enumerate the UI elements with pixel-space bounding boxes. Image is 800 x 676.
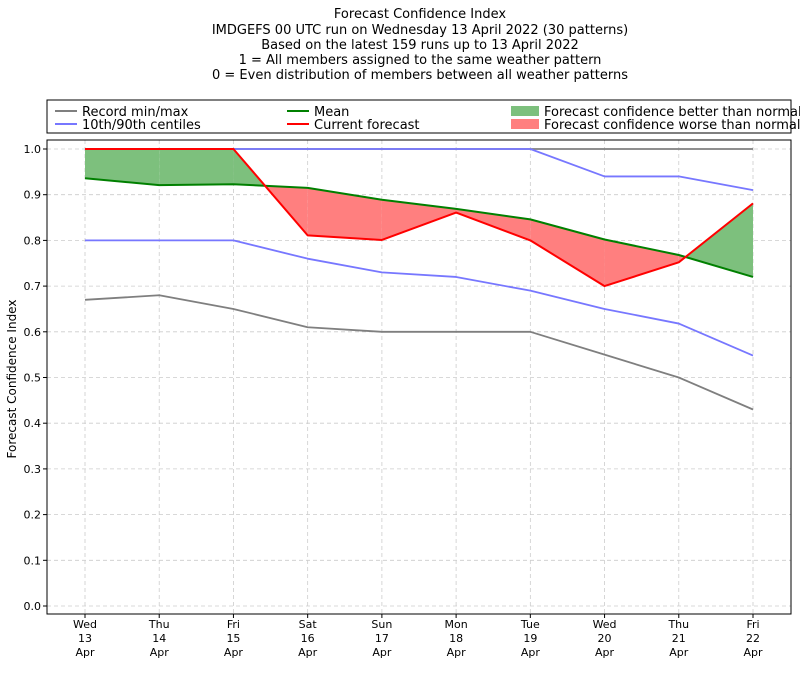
confidence-fills bbox=[85, 149, 753, 287]
x-axis: Wed13AprThu14AprFri15AprSat16AprSun17Apr… bbox=[73, 614, 763, 659]
x-tick-label: 15 bbox=[226, 632, 240, 645]
fill-better-than-normal bbox=[85, 149, 160, 186]
fill-worse-than-normal bbox=[381, 199, 457, 240]
legend-label: 10th/90th centiles bbox=[82, 118, 201, 133]
chart-title: Forecast Confidence Index IMDGEFS 00 UTC… bbox=[212, 7, 628, 83]
legend-label: Forecast confidence better than normal bbox=[544, 105, 800, 120]
x-tick-label: Thu bbox=[148, 618, 170, 631]
legend-label: Record min/max bbox=[82, 105, 189, 120]
x-tick-label: 13 bbox=[78, 632, 92, 645]
y-tick-label: 0.8 bbox=[24, 234, 42, 247]
x-tick-label: 16 bbox=[301, 632, 315, 645]
y-tick-label: 0.0 bbox=[24, 600, 42, 613]
y-axis-label: Forecast Confidence Index bbox=[5, 300, 19, 459]
legend-swatch-patch bbox=[511, 106, 539, 116]
x-tick-label: Apr bbox=[743, 646, 763, 659]
title-line-2: IMDGEFS 00 UTC run on Wednesday 13 April… bbox=[212, 23, 628, 38]
x-tick-label: Fri bbox=[227, 618, 240, 631]
x-tick-label: 21 bbox=[672, 632, 686, 645]
fill-worse-than-normal bbox=[307, 187, 382, 240]
x-tick-label: Sun bbox=[371, 618, 392, 631]
x-tick-label: 20 bbox=[598, 632, 612, 645]
x-tick-label: Apr bbox=[150, 646, 170, 659]
y-tick-label: 0.6 bbox=[24, 326, 42, 339]
x-tick-label: Apr bbox=[595, 646, 615, 659]
fill-worse-than-normal bbox=[530, 219, 605, 287]
x-tick-label: Apr bbox=[669, 646, 689, 659]
y-tick-label: 0.1 bbox=[24, 554, 42, 567]
y-tick-label: 0.4 bbox=[24, 417, 42, 430]
y-tick-label: 0.2 bbox=[24, 509, 42, 522]
x-tick-label: Wed bbox=[73, 618, 97, 631]
legend-label: Forecast confidence worse than normal bbox=[544, 118, 800, 133]
title-line-4: 1 = All members assigned to the same wea… bbox=[239, 53, 602, 68]
x-tick-label: Wed bbox=[593, 618, 617, 631]
legend-label: Mean bbox=[314, 105, 349, 120]
x-tick-label: 14 bbox=[152, 632, 166, 645]
x-tick-label: Apr bbox=[75, 646, 95, 659]
x-tick-label: Apr bbox=[224, 646, 244, 659]
x-tick-label: Sat bbox=[299, 618, 318, 631]
series-line-record-min bbox=[84, 294, 754, 411]
y-tick-label: 0.9 bbox=[24, 189, 42, 202]
legend-swatch-patch bbox=[511, 119, 539, 129]
legend-frame bbox=[46, 99, 792, 134]
series-lines bbox=[84, 148, 754, 411]
x-tick-label: Thu bbox=[667, 618, 689, 631]
series-line-p10 bbox=[85, 239, 754, 357]
legend-label: Current forecast bbox=[314, 118, 420, 133]
fill-better-than-normal bbox=[685, 203, 753, 277]
series-line-mean bbox=[84, 177, 754, 278]
x-tick-label: Apr bbox=[521, 646, 541, 659]
title-line-1: Forecast Confidence Index bbox=[334, 7, 506, 22]
chart-legend: Record min/max Mean Forecast confidence be… bbox=[46, 99, 800, 134]
y-tick-label: 0.7 bbox=[24, 280, 42, 293]
title-line-5: 0 = Even distribution of members between… bbox=[212, 68, 628, 83]
y-tick-label: 1.0 bbox=[24, 143, 42, 156]
x-tick-label: Fri bbox=[746, 618, 759, 631]
y-axis: 0.0 0.1 0.2 0.3 0.4 0.5 0.6 0.7 0.8 0.9 1.0 bbox=[24, 143, 47, 613]
x-tick-label: Mon bbox=[445, 618, 468, 631]
title-line-3: Based on the latest 159 runs up to 13 Ap… bbox=[261, 38, 579, 53]
x-tick-label: 17 bbox=[375, 632, 389, 645]
x-tick-label: Tue bbox=[520, 618, 540, 631]
x-tick-label: 18 bbox=[449, 632, 463, 645]
x-tick-label: 19 bbox=[523, 632, 537, 645]
x-tick-label: Apr bbox=[298, 646, 318, 659]
x-tick-label: Apr bbox=[447, 646, 467, 659]
y-tick-label: 0.3 bbox=[24, 463, 42, 476]
y-tick-label: 0.5 bbox=[24, 372, 42, 385]
x-tick-label: Apr bbox=[372, 646, 392, 659]
series-line-current bbox=[85, 148, 754, 288]
x-tick-label: 22 bbox=[746, 632, 760, 645]
fill-better-than-normal bbox=[159, 149, 234, 186]
